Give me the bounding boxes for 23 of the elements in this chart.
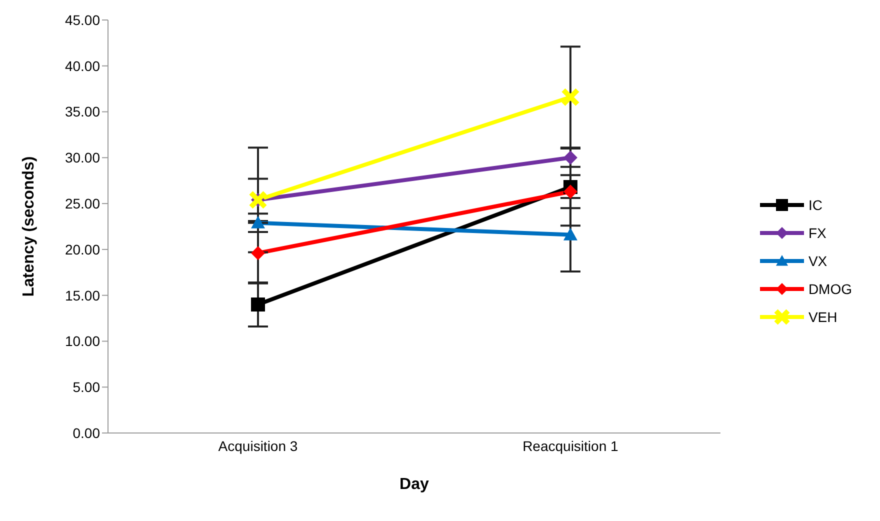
y-tick-label: 45.00	[64, 12, 100, 28]
x-tick-label: Acquisition 3	[218, 438, 298, 454]
legend-label: DMOG	[808, 280, 852, 296]
y-tick-label: 0.00	[72, 424, 100, 441]
y-tick-label: 30.00	[64, 150, 100, 166]
legend-label: VEH	[808, 308, 838, 324]
y-tick-label: 15.00	[64, 287, 100, 304]
y-tick-label: 5.00	[72, 379, 100, 396]
x-tick-label: Reacquisition 1	[522, 438, 619, 454]
point	[560, 88, 580, 107]
legend-label: FX	[808, 224, 826, 240]
x-axis-title: Day	[400, 476, 429, 493]
y-axis-title: Latency (seconds)	[20, 156, 38, 297]
y-tick-label: 40.00	[64, 58, 100, 74]
y-tick-label: 25.00	[64, 196, 100, 212]
point	[563, 184, 578, 199]
y-tick-label: 35.00	[64, 104, 100, 120]
legend-label: VX	[808, 252, 828, 268]
y-tick-label: 20.00	[64, 241, 100, 258]
legend-label: IC	[808, 196, 822, 212]
y-tick-label: 10.00	[64, 333, 100, 350]
point	[251, 298, 265, 312]
point	[251, 246, 265, 260]
